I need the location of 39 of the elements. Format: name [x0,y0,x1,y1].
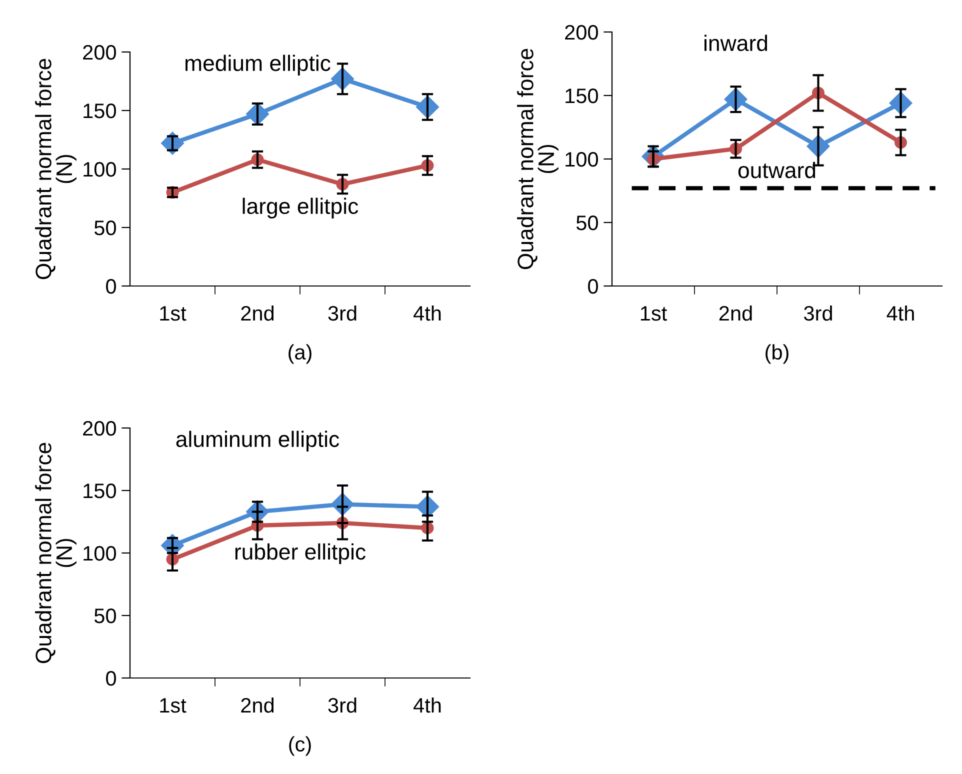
y-tick-label: 200 [83,45,116,60]
y-tick-label: 50 [94,608,116,624]
x-tick-label: 2nd [241,697,274,713]
series-label: outward [738,162,816,178]
x-tick-label: 4th [414,697,441,713]
x-tick-label: 1st [160,698,186,713]
x-tick-label: 4th [886,305,914,321]
y-tick-label: 100 [566,152,598,167]
y-tick-label: 50 [94,220,116,236]
x-axis-title: (b) [766,344,788,364]
y-axis-title: Quadrant normal force (N) [517,48,558,270]
y-axis-title: Quadrant normal force (N) [35,58,76,280]
y-tick-label: 0 [106,279,116,294]
x-tick-label: 3rd [328,305,356,321]
y-tick-label: 50 [576,216,598,230]
series-label: large ellitpic [242,198,358,218]
y-tick-label: 150 [84,104,116,118]
y-tick-label: 100 [84,162,116,177]
series-label: medium elliptic [186,54,330,76]
x-tick-label: 2nd [241,305,274,321]
y-tick-label: 0 [588,279,598,294]
text: inward [704,34,768,52]
series-label: rubber ellitpic [235,543,366,564]
y-tick-label: 150 [84,484,116,498]
y-tick-label: 0 [106,671,116,686]
y-axis-title: Quadrant normal force (N) [35,442,76,664]
y-tick-label: 200 [565,25,598,40]
y-tick-label: 100 [84,546,116,561]
y-tick-label: 150 [566,88,598,104]
series-label: aluminum elliptic [176,430,340,452]
x-tick-label: 1st [640,306,667,321]
x-tick-label: 1st [160,306,186,321]
x-tick-label: 2nd [719,305,752,321]
y-tick-label: 200 [83,421,116,436]
x-tick-label: 3rd [328,697,356,713]
x-tick-label: 4th [414,305,441,321]
x-axis-title: (c) [289,736,311,756]
x-axis-title: (a) [288,344,312,364]
x-tick-label: 3rd [804,305,832,321]
